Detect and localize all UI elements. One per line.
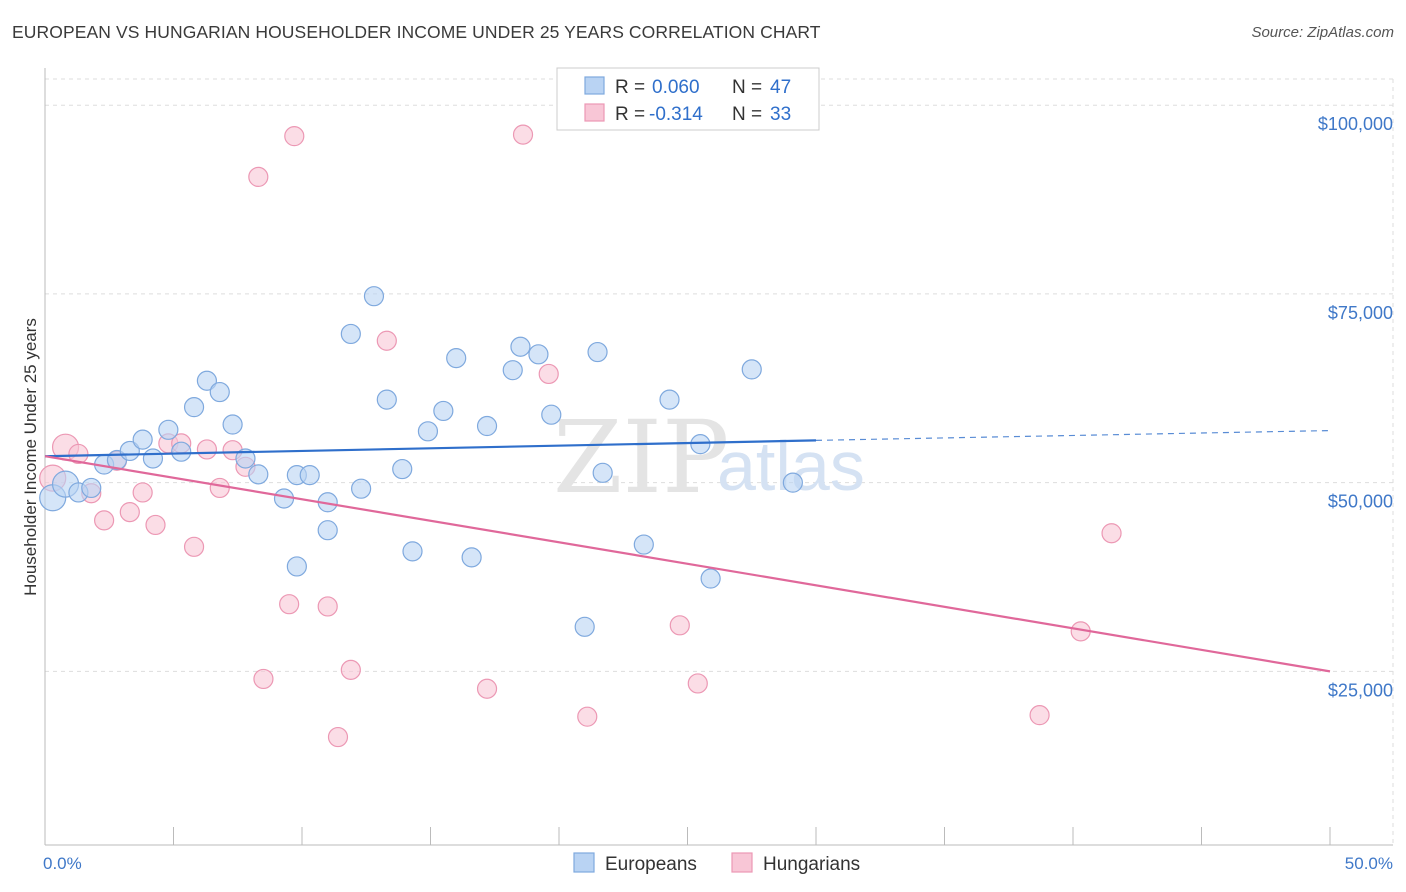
european-point — [222, 414, 243, 435]
bottom-legend-swatch-europeans — [573, 852, 595, 873]
european-point — [286, 556, 307, 577]
hungarian-point — [248, 166, 269, 188]
european-point — [376, 389, 397, 410]
hungarian-point — [1029, 705, 1050, 726]
european-point — [402, 541, 423, 562]
source-credit: Source: ZipAtlas.com — [1251, 24, 1394, 41]
european-point — [461, 547, 482, 568]
series-legend: Europeans Hungarians — [573, 852, 860, 875]
hungarians-trend-line — [44, 455, 1331, 673]
hungarian-point — [209, 477, 230, 499]
hungarian-point — [340, 659, 361, 680]
y-tick-label: $25,000 — [1328, 680, 1393, 700]
european-point — [417, 421, 439, 442]
y-axis-label: Householder Income Under 25 years — [21, 318, 40, 596]
european-point — [510, 336, 531, 357]
european-point — [587, 341, 608, 363]
european-point — [363, 286, 385, 307]
european-point — [502, 360, 523, 381]
hungarian-point — [253, 668, 274, 690]
hungarian-point — [317, 596, 338, 617]
european-point — [476, 415, 498, 437]
hungarian-point — [145, 514, 166, 536]
european-point — [299, 464, 320, 486]
european-point — [196, 370, 218, 391]
trend-lines — [44, 429, 1331, 673]
hungarian-point — [68, 443, 89, 465]
x-tick-label-max: 50.0% — [1345, 854, 1393, 873]
european-point — [782, 472, 803, 493]
european-point — [574, 616, 595, 637]
european-point — [633, 534, 654, 555]
hungarian-point — [284, 126, 305, 147]
hungarian-point — [183, 536, 205, 557]
legend-r-label-hungarians: R = — [615, 104, 645, 125]
hungarian-point — [327, 726, 349, 748]
bottom-legend-hungarians: Hungarians — [763, 854, 860, 875]
watermark-zip: ZIP — [553, 399, 729, 516]
watermark-atlas: atlas — [717, 427, 865, 505]
european-point — [119, 440, 140, 462]
european-point — [171, 441, 192, 462]
europeans-trend-extension — [815, 429, 1331, 441]
hungarian-point — [196, 439, 218, 460]
hungarian-point — [119, 501, 140, 523]
european-point — [183, 397, 205, 418]
legend-n-label-hungarians: N = — [732, 104, 762, 125]
legend-swatch-europeans — [584, 76, 605, 95]
europeans-points — [39, 286, 803, 637]
hungarian-point — [279, 594, 300, 615]
bottom-legend-swatch-hungarians — [731, 852, 753, 873]
hungarian-point — [94, 510, 115, 531]
chart-title: EUROPEAN VS HUNGARIAN HOUSEHOLDER INCOME… — [12, 22, 821, 42]
european-point — [741, 359, 762, 380]
legend-r-value-hungarians: -0.314 — [649, 104, 703, 125]
hungarian-point — [577, 706, 598, 727]
y-tick-label: $75,000 — [1328, 303, 1393, 323]
correlation-legend: R = 0.060 N = 47 R = -0.314 N = 33 — [556, 67, 820, 131]
european-point — [235, 448, 256, 469]
european-point — [248, 464, 269, 485]
european-point — [209, 381, 230, 403]
y-tick-label: $100,000 — [1318, 114, 1393, 134]
y-tick-label: $50,000 — [1328, 492, 1393, 512]
european-point — [446, 347, 467, 369]
european-point — [541, 404, 562, 425]
hungarian-point — [1101, 523, 1122, 544]
watermark: ZIP atlas — [553, 399, 865, 516]
european-point — [132, 429, 153, 450]
european-point — [142, 448, 164, 469]
european-point — [273, 488, 295, 509]
european-point — [351, 478, 372, 499]
hungarian-point — [476, 678, 498, 699]
legend-r-label-europeans: R = — [615, 77, 645, 98]
european-point — [659, 389, 680, 410]
hungarian-point — [687, 673, 708, 694]
legend-n-value-hungarians: 33 — [770, 104, 791, 125]
legend-swatch-hungarians — [584, 103, 605, 122]
european-point — [433, 400, 454, 422]
european-point — [340, 323, 361, 345]
european-point — [700, 568, 721, 589]
legend-n-label-europeans: N = — [732, 77, 762, 98]
european-point — [317, 520, 338, 541]
hungarian-point — [669, 615, 690, 636]
europeans-trend-line — [44, 439, 817, 458]
hungarian-point — [538, 363, 559, 385]
bottom-legend-europeans: Europeans — [605, 854, 697, 875]
european-point — [158, 419, 179, 440]
european-point — [690, 434, 711, 455]
hungarian-point — [512, 124, 534, 145]
hungarian-point — [376, 330, 397, 351]
european-point — [592, 462, 613, 483]
hungarian-point — [132, 482, 153, 503]
european-point — [528, 344, 549, 365]
x-tick-label-min: 0.0% — [43, 854, 82, 873]
european-point — [81, 477, 102, 499]
y-tick-labels: $25,000 $50,000 $75,000 $100,000 — [1318, 114, 1393, 700]
legend-r-value-europeans: 0.060 — [652, 77, 700, 98]
european-point — [392, 458, 413, 480]
legend-n-value-europeans: 47 — [770, 77, 791, 98]
